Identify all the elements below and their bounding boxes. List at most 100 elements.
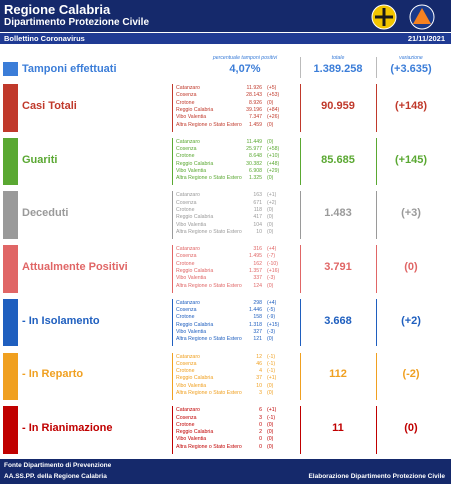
province-value: 0	[259, 421, 262, 428]
section-change: (+145)	[394, 153, 428, 166]
divider	[172, 406, 173, 454]
province-name: Reggio Calabria	[176, 268, 214, 274]
total-caption: totale	[331, 55, 345, 61]
province-change: (+53)	[267, 92, 280, 99]
section-title: Guariti	[22, 153, 58, 166]
province-change: (-5)	[267, 307, 276, 314]
logos	[371, 4, 435, 30]
province-name: Cosenza	[176, 146, 197, 152]
province-name: Cosenza	[176, 92, 197, 99]
province-value: 1.446	[249, 307, 262, 314]
divider	[376, 191, 377, 240]
province-value: 1.318	[249, 321, 262, 328]
province-name: Altra Regione o Stato Estero	[176, 443, 242, 450]
province-name: Crotone	[176, 207, 195, 213]
province-value: 8.648	[249, 153, 262, 160]
province-value: 1.325	[249, 175, 262, 182]
province-value: 37	[256, 375, 262, 382]
province-change: (-1)	[267, 360, 276, 367]
province-value: 163	[253, 192, 262, 199]
section-change: (0)	[404, 422, 418, 435]
percent-value: 4,07%	[229, 63, 261, 75]
section-change: (+3)	[401, 207, 421, 220]
province-value: 28.143	[246, 92, 262, 99]
province-change: (+4)	[267, 299, 277, 306]
section-total: 85.685	[321, 153, 355, 166]
section-marker	[3, 191, 18, 240]
province-value: 124	[253, 282, 262, 289]
province-name: Altra Regione o Stato Estero	[176, 175, 242, 182]
section-total: 90.959	[321, 99, 355, 112]
divider	[300, 245, 301, 293]
bulletin-bar	[0, 33, 451, 44]
province-name: Vibo Valentia	[176, 382, 207, 389]
section-total: 112	[329, 368, 347, 381]
province-value: 671	[253, 199, 262, 206]
province-name: Altra Regione o Stato Estero	[176, 390, 242, 396]
province-name: Reggio Calabria	[176, 160, 214, 167]
province-value: 25.977	[246, 146, 262, 152]
divider	[300, 84, 301, 132]
divider	[300, 191, 301, 240]
bulletin-label: Bollettino Coronavirus	[4, 34, 85, 43]
province-value: 8.926	[249, 99, 262, 106]
province-value: 1.357	[249, 268, 262, 274]
province-change: (0)	[267, 228, 274, 235]
province-name: Vibo Valentia	[176, 114, 207, 121]
section-marker	[3, 406, 18, 454]
province-change: (0)	[267, 99, 274, 106]
province-change: (0)	[267, 390, 274, 396]
province-name: Reggio Calabria	[176, 106, 214, 113]
section-change: (-2)	[402, 368, 420, 381]
province-name: Catanzaro	[176, 299, 200, 306]
divider	[376, 245, 377, 293]
province-change: (0)	[267, 421, 274, 428]
header-title: Regione Calabria	[4, 2, 111, 17]
province-name: Vibo Valentia	[176, 167, 207, 174]
province-value: 337	[253, 275, 262, 282]
divider	[300, 298, 301, 347]
province-change: (0)	[267, 221, 274, 228]
logo-cross	[375, 8, 393, 26]
divider	[300, 137, 301, 186]
province-value: 316	[253, 246, 262, 253]
divider	[376, 298, 377, 347]
change-caption: variazione	[399, 55, 423, 61]
province-value: 417	[253, 214, 262, 221]
province-name: Altra Regione o Stato Estero	[176, 282, 242, 289]
province-value: 12	[256, 353, 262, 360]
province-value: 6.908	[249, 167, 262, 174]
province-change: (0)	[267, 214, 274, 221]
section-title: - In Reparto	[22, 368, 84, 381]
province-value: 162	[253, 260, 262, 267]
province-value: 11.926	[246, 85, 262, 91]
province-name: Catanzaro	[176, 353, 200, 360]
province-value: 11.449	[246, 138, 262, 145]
footer-source: Fonte Dipartimento di Prevenzione	[4, 462, 112, 469]
divider	[300, 57, 301, 78]
province-value: 158	[253, 314, 262, 321]
province-change: (-1)	[267, 368, 276, 375]
logo-triangle	[413, 8, 431, 24]
header-subtitle: Dipartimento Protezione Civile	[4, 17, 150, 28]
section-marker	[3, 137, 18, 186]
province-change: (0)	[267, 429, 274, 436]
province-value: 10	[256, 382, 262, 389]
section-title: - In Rianimazione	[22, 422, 113, 435]
province-change: (0)	[267, 138, 274, 145]
province-change: (+1)	[267, 375, 277, 382]
province-change: (0)	[267, 443, 274, 450]
province-name: Crotone	[176, 153, 195, 160]
section-marker	[3, 298, 18, 347]
divider	[376, 352, 377, 401]
section-title: - In Isolamento	[22, 314, 100, 327]
divider	[376, 137, 377, 186]
province-value: 118	[253, 207, 262, 213]
province-name: Crotone	[176, 421, 195, 428]
province-value: 0	[259, 436, 262, 443]
province-change: (+1)	[267, 192, 277, 199]
province-name: Reggio Calabria	[176, 321, 214, 328]
province-value: 3	[259, 414, 262, 421]
tests-label: Tamponi effettuati	[22, 63, 117, 75]
